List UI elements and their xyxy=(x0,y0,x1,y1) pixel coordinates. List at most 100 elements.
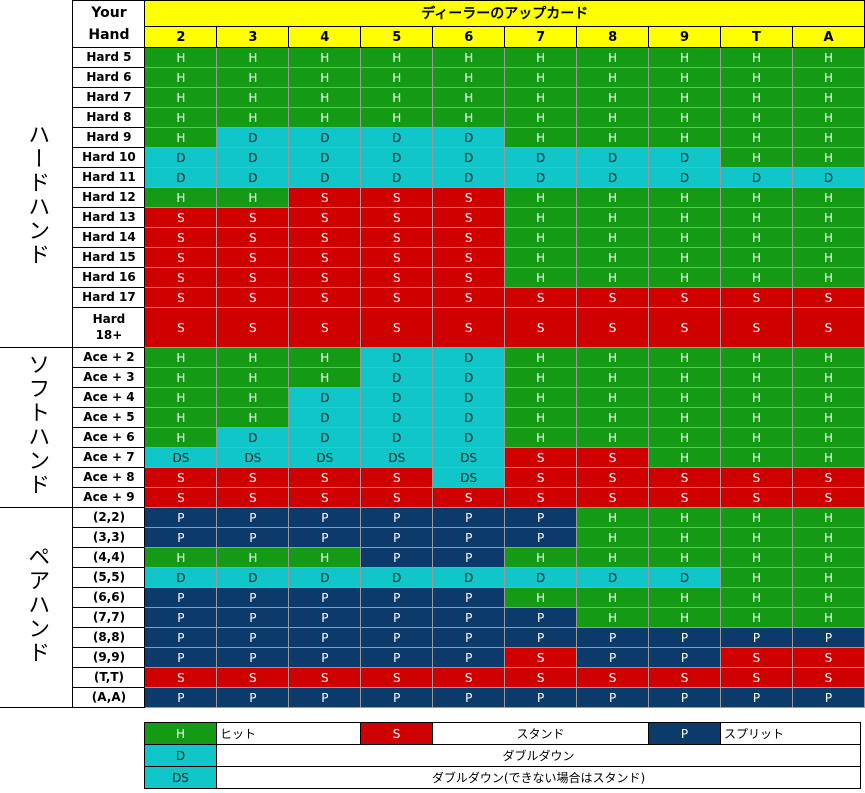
action-cell: H xyxy=(720,367,793,388)
table-row: Ace + 7 DS DS DS DS DS S S H H H xyxy=(0,447,865,468)
table-row: (3,3) P P P P P P H H H H xyxy=(0,527,865,548)
legend-hit-label: ヒット xyxy=(216,722,361,745)
action-cell: P xyxy=(216,527,290,548)
action-cell: H xyxy=(288,67,362,88)
action-cell: H xyxy=(791,447,865,468)
action-cell: H xyxy=(648,187,722,208)
action-cell: S xyxy=(791,467,865,488)
action-cell: D xyxy=(432,387,506,408)
action-cell: H xyxy=(288,347,362,368)
action-cell: H xyxy=(791,387,865,408)
action-cell: H xyxy=(576,207,650,228)
action-cell: H xyxy=(720,387,793,408)
action-cell: S xyxy=(360,487,434,508)
action-cell: P xyxy=(360,687,434,708)
action-cell: H xyxy=(648,87,722,108)
row-label: Hard 12 xyxy=(72,187,146,208)
action-cell: P xyxy=(288,647,362,668)
action-cell: H xyxy=(576,267,650,288)
corner-blank xyxy=(0,0,73,48)
legend-ds-label: ダブルダウン(できない場合はスタンド) xyxy=(216,766,861,789)
action-cell: H xyxy=(720,347,793,368)
action-cell: P xyxy=(360,527,434,548)
action-cell: D xyxy=(504,147,578,168)
row-label: (6,6) xyxy=(72,587,146,608)
action-cell: H xyxy=(791,87,865,108)
table-row: Hard 13 S S S S S H H H H H xyxy=(0,207,865,228)
action-cell: H xyxy=(720,587,793,608)
action-cell: S xyxy=(720,647,793,668)
action-cell: H xyxy=(144,67,218,88)
action-cell: H xyxy=(648,267,722,288)
action-cell: S xyxy=(216,467,290,488)
action-cell: H xyxy=(720,187,793,208)
action-cell: S xyxy=(216,207,290,228)
action-cell: D xyxy=(216,427,290,448)
action-cell: H xyxy=(791,347,865,368)
action-cell: D xyxy=(216,167,290,188)
upcard-header: 6 xyxy=(432,26,506,48)
action-cell: H xyxy=(576,67,650,88)
action-cell: H xyxy=(720,107,793,128)
action-cell: D xyxy=(432,147,506,168)
action-cell: P xyxy=(648,627,722,648)
action-cell: H xyxy=(576,507,650,528)
action-cell: S xyxy=(360,187,434,208)
action-cell: P xyxy=(360,587,434,608)
action-cell: S xyxy=(576,307,650,348)
row-label: Ace + 9 xyxy=(72,487,146,508)
action-cell: S xyxy=(720,667,793,688)
action-cell: D xyxy=(791,167,865,188)
action-cell: P xyxy=(504,527,578,548)
action-cell: H xyxy=(791,207,865,228)
action-cell: H xyxy=(720,567,793,588)
upcard-header: 9 xyxy=(648,26,722,48)
action-cell: S xyxy=(576,467,650,488)
action-cell: P xyxy=(144,627,218,648)
action-cell: S xyxy=(720,467,793,488)
table-row: Hard 14 S S S S S H H H H H xyxy=(0,227,865,248)
row-label: Ace + 8 xyxy=(72,467,146,488)
action-cell: P xyxy=(288,507,362,528)
action-cell: S xyxy=(504,447,578,468)
action-cell: P xyxy=(504,607,578,628)
action-cell: H xyxy=(144,387,218,408)
action-cell: H xyxy=(144,367,218,388)
action-cell: H xyxy=(216,187,290,208)
action-cell: S xyxy=(144,247,218,268)
action-cell: S xyxy=(576,487,650,508)
row-label: Ace + 6 xyxy=(72,427,146,448)
action-cell: S xyxy=(216,667,290,688)
your-hand-line1: Your xyxy=(91,5,127,21)
action-cell: D xyxy=(576,147,650,168)
action-cell: P xyxy=(216,507,290,528)
action-cell: H xyxy=(791,367,865,388)
row-label: Ace + 3 xyxy=(72,367,146,388)
action-cell: H xyxy=(648,67,722,88)
action-cell: D xyxy=(360,567,434,588)
action-cell: S xyxy=(288,487,362,508)
action-cell: P xyxy=(504,687,578,708)
legend-stand-label: スタンド xyxy=(432,722,649,745)
action-cell: H xyxy=(216,47,290,68)
action-cell: H xyxy=(648,427,722,448)
action-cell: P xyxy=(216,687,290,708)
action-cell: H xyxy=(720,547,793,568)
action-cell: S xyxy=(144,487,218,508)
row-label: (8,8) xyxy=(72,627,146,648)
action-cell: D xyxy=(432,427,506,448)
upcard-header: T xyxy=(720,26,793,48)
action-cell: H xyxy=(504,227,578,248)
action-cell: D xyxy=(144,567,218,588)
action-cell: H xyxy=(791,247,865,268)
action-cell: H xyxy=(504,187,578,208)
row-label: Ace + 2 xyxy=(72,347,146,368)
action-cell: H xyxy=(648,347,722,368)
section-title-text: ハードハンド xyxy=(24,122,50,267)
action-cell: S xyxy=(791,487,865,508)
action-cell: H xyxy=(288,367,362,388)
action-cell: P xyxy=(432,607,506,628)
action-cell: S xyxy=(648,667,722,688)
